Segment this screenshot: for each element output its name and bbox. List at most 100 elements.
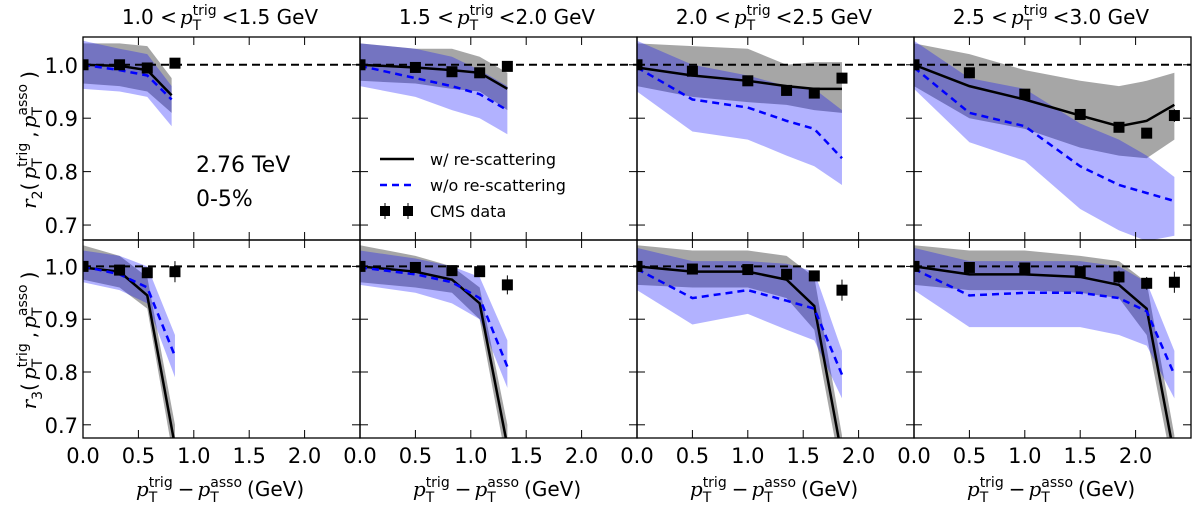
y-axis-label-part: p [17, 115, 41, 128]
data-point [169, 266, 181, 278]
curve [83, 265, 177, 357]
x-axis-label-part: T [702, 490, 712, 506]
x-axis-label-part: p [413, 477, 426, 501]
plot-frame [913, 239, 1192, 439]
y-axis-label-part: T [30, 358, 46, 368]
x-axis-label-part: T [979, 490, 989, 506]
uncertainty-band [914, 247, 1175, 399]
panel [914, 245, 1191, 438]
data-point [836, 284, 848, 296]
x-axis-label-part: T [1040, 490, 1050, 506]
y-tick-label: 1.0 [45, 54, 78, 78]
x-axis-label-part: asso [764, 475, 796, 491]
data-point [1113, 271, 1125, 283]
y-axis-label-part: p [17, 167, 41, 180]
x-axis-label-part: asso [210, 475, 242, 491]
data-point [808, 87, 820, 99]
y-axis-label-part: ( [17, 383, 41, 391]
data-point [808, 270, 820, 282]
uncertainty-band [637, 247, 842, 399]
y-axis-label-part: ) [17, 71, 41, 79]
legend-label: w/ re-scattering [430, 150, 556, 169]
x-axis-label-part: − [455, 477, 472, 501]
panel-title-part: trig [1024, 3, 1048, 19]
uncertainty-band [637, 245, 842, 438]
uncertainty-band [83, 40, 172, 127]
x-tick-label: 2.0 [842, 444, 875, 468]
x-axis-label-part: p [967, 477, 980, 501]
panel-title-part: p [457, 5, 470, 29]
legend-marker [403, 206, 413, 216]
x-axis-label-part: (GeV) [524, 477, 581, 501]
x-axis-label-part: p [690, 477, 703, 501]
panel-title-part: T [469, 18, 479, 34]
x-axis-label-part: (GeV) [1078, 477, 1135, 501]
panel-title-part: 1.5 < [399, 5, 454, 29]
legend-label: w/o re-scattering [430, 176, 566, 195]
x-tick-label: 0.5 [676, 444, 709, 468]
curve [914, 267, 1176, 376]
curve [637, 66, 843, 160]
y-axis-label-part: r [17, 198, 41, 209]
uncertainty-band [83, 250, 175, 378]
x-tick-label: 1.5 [786, 444, 819, 468]
y-axis-label-part: 2 [30, 190, 46, 199]
x-tick-label: 0.5 [399, 444, 432, 468]
curve [360, 266, 509, 368]
panel [914, 40, 1191, 240]
data-point [1074, 108, 1086, 120]
panel-title-part: <2.5 GeV [776, 5, 873, 29]
panel-title-part: T [192, 18, 202, 34]
x-tick-label: 0.5 [953, 444, 986, 468]
annotation: 2.76 TeV [196, 153, 290, 178]
x-axis-label-part: − [178, 477, 195, 501]
y-tick-label: 0.7 [45, 414, 78, 438]
panel [83, 40, 360, 127]
annotation: 0-5% [196, 187, 253, 212]
y-axis-label-part: trig [15, 143, 31, 167]
x-tick-label: 2.0 [288, 444, 321, 468]
y-tick-label: 0.9 [45, 107, 78, 131]
y-axis-label-part: trig [15, 343, 31, 367]
x-axis-label-part: p [197, 477, 210, 501]
y-axis-label-part: ) [17, 272, 41, 280]
panel-title-part: T [1023, 18, 1033, 34]
legend-label: CMS data [430, 202, 506, 221]
x-axis-label-part: p [474, 477, 487, 501]
curve [914, 66, 1175, 203]
uncertainty-band [914, 40, 1175, 240]
x-tick-label: 0.0 [66, 444, 99, 468]
y-tick-label: 0.7 [45, 214, 78, 238]
x-tick-label: 1.5 [1063, 444, 1096, 468]
data-point [836, 72, 848, 84]
uncertainty-band [360, 250, 508, 388]
x-axis-label-part: (GeV) [247, 477, 304, 501]
data-point [1019, 88, 1031, 100]
data-point [409, 61, 421, 73]
panel-title-part: <2.0 GeV [499, 5, 596, 29]
data-point [501, 279, 513, 291]
data-point [686, 263, 698, 275]
y-axis-label-part: , [17, 332, 41, 338]
panel-title-part: trig [470, 3, 494, 19]
data-point [114, 59, 126, 71]
panel-title-part: <1.5 GeV [222, 5, 319, 29]
legend-marker [380, 206, 390, 216]
y-tick-label: 0.8 [45, 361, 78, 385]
x-axis-label-part: T [763, 490, 773, 506]
x-axis-label-part: p [136, 477, 149, 501]
x-axis-label-part: asso [487, 475, 519, 491]
uncertainty-band [360, 43, 508, 111]
x-axis-label-part: T [486, 490, 496, 506]
panel-title-part: p [1011, 5, 1024, 29]
x-tick-label: 1.5 [232, 444, 265, 468]
curve [360, 265, 508, 438]
uncertainty-band [83, 43, 172, 113]
data-point [742, 75, 754, 87]
uncertainty-band [637, 40, 842, 185]
